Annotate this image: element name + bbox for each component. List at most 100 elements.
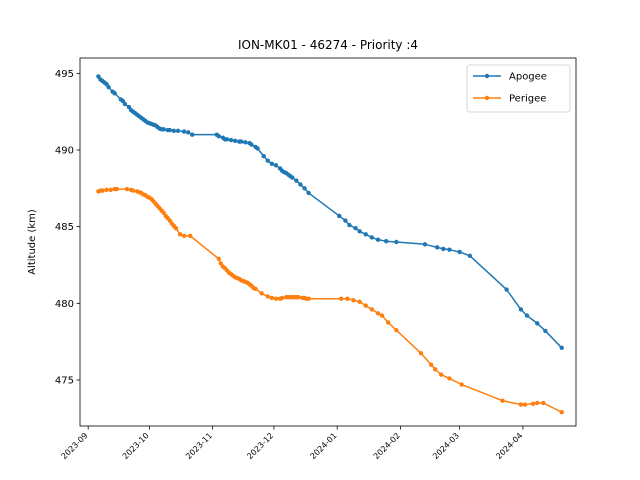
data-point — [522, 402, 528, 407]
data-point — [100, 188, 105, 193]
data-point — [112, 91, 117, 96]
data-point — [347, 222, 352, 228]
legend-label: Apogee — [509, 72, 547, 83]
data-point — [337, 213, 342, 219]
data-point — [216, 256, 221, 262]
series-apogee — [96, 74, 564, 350]
data-point — [173, 226, 179, 231]
legend-label: Perigee — [509, 94, 546, 105]
data-point — [383, 239, 389, 244]
data-point — [369, 307, 375, 312]
data-point — [259, 291, 264, 296]
data-point — [422, 242, 428, 247]
data-point — [357, 299, 362, 304]
data-point — [269, 295, 275, 301]
data-point — [441, 246, 446, 252]
series-perigee — [96, 186, 564, 415]
data-point — [504, 287, 509, 292]
data-point — [130, 188, 136, 193]
data-point — [541, 400, 546, 406]
y-axis: 475 480 485 490 495 — [55, 69, 80, 387]
data-point — [306, 190, 311, 196]
data-point — [432, 367, 438, 372]
data-point — [175, 128, 181, 134]
data-point — [363, 232, 368, 237]
data-point — [298, 182, 303, 187]
legend-item-apogee: Apogee — [473, 72, 547, 83]
data-point — [559, 410, 564, 415]
data-point — [543, 328, 548, 334]
plot-area — [96, 74, 564, 415]
data-point — [351, 298, 356, 303]
data-point — [188, 233, 193, 239]
data-point — [181, 129, 187, 134]
data-point — [228, 137, 234, 143]
data-point — [249, 142, 254, 147]
data-point — [467, 253, 473, 258]
data-point — [294, 178, 299, 183]
data-point — [261, 153, 266, 159]
data-point — [290, 175, 295, 180]
y-tick-label: 490 — [55, 146, 74, 157]
data-point — [535, 321, 540, 326]
data-point — [279, 295, 285, 301]
axes-frame — [79, 57, 577, 427]
legend-item-perigee: Perigee — [473, 94, 546, 105]
y-tick-label: 485 — [55, 222, 74, 233]
data-point — [296, 295, 301, 300]
data-point — [190, 132, 195, 137]
data-point — [216, 134, 221, 139]
data-point — [353, 226, 358, 231]
data-point — [524, 313, 530, 318]
y-tick-label: 480 — [55, 299, 74, 310]
data-point — [161, 127, 166, 132]
data-point — [273, 163, 279, 168]
data-point — [104, 187, 109, 193]
data-point — [447, 247, 452, 252]
data-point — [363, 303, 368, 308]
data-point — [435, 245, 440, 250]
data-point — [273, 296, 279, 301]
data-point — [530, 401, 536, 406]
data-point — [379, 313, 385, 318]
data-point — [181, 233, 187, 239]
data-point — [124, 186, 130, 192]
data-point — [386, 320, 391, 325]
data-point — [243, 140, 248, 145]
data-point — [459, 382, 464, 387]
data-point — [375, 311, 381, 316]
data-point — [167, 127, 173, 133]
data-point — [394, 239, 399, 245]
legend-marker — [484, 95, 490, 101]
data-point — [500, 398, 505, 403]
data-point — [343, 218, 348, 223]
data-point — [185, 130, 191, 135]
data-point — [269, 161, 275, 166]
data-point — [559, 345, 564, 350]
data-point — [177, 232, 183, 237]
y-axis-label: Altitude (km) — [27, 209, 38, 275]
data-point — [418, 350, 424, 356]
data-point — [439, 372, 444, 377]
y-tick-label: 475 — [55, 376, 74, 387]
data-point — [447, 376, 452, 381]
data-point — [518, 307, 524, 312]
data-point — [224, 137, 230, 142]
data-point — [375, 237, 381, 242]
data-point — [122, 101, 128, 107]
legend-marker — [484, 73, 490, 79]
data-point — [255, 146, 260, 151]
data-point — [339, 296, 344, 301]
data-point — [428, 362, 434, 367]
data-point — [518, 402, 524, 407]
data-point — [106, 84, 111, 90]
data-point — [457, 249, 462, 255]
data-point — [345, 296, 350, 301]
data-point — [171, 128, 177, 134]
data-point — [535, 400, 540, 406]
data-point — [239, 139, 244, 144]
data-point — [114, 186, 119, 192]
data-point — [369, 235, 375, 240]
data-point — [357, 229, 362, 234]
